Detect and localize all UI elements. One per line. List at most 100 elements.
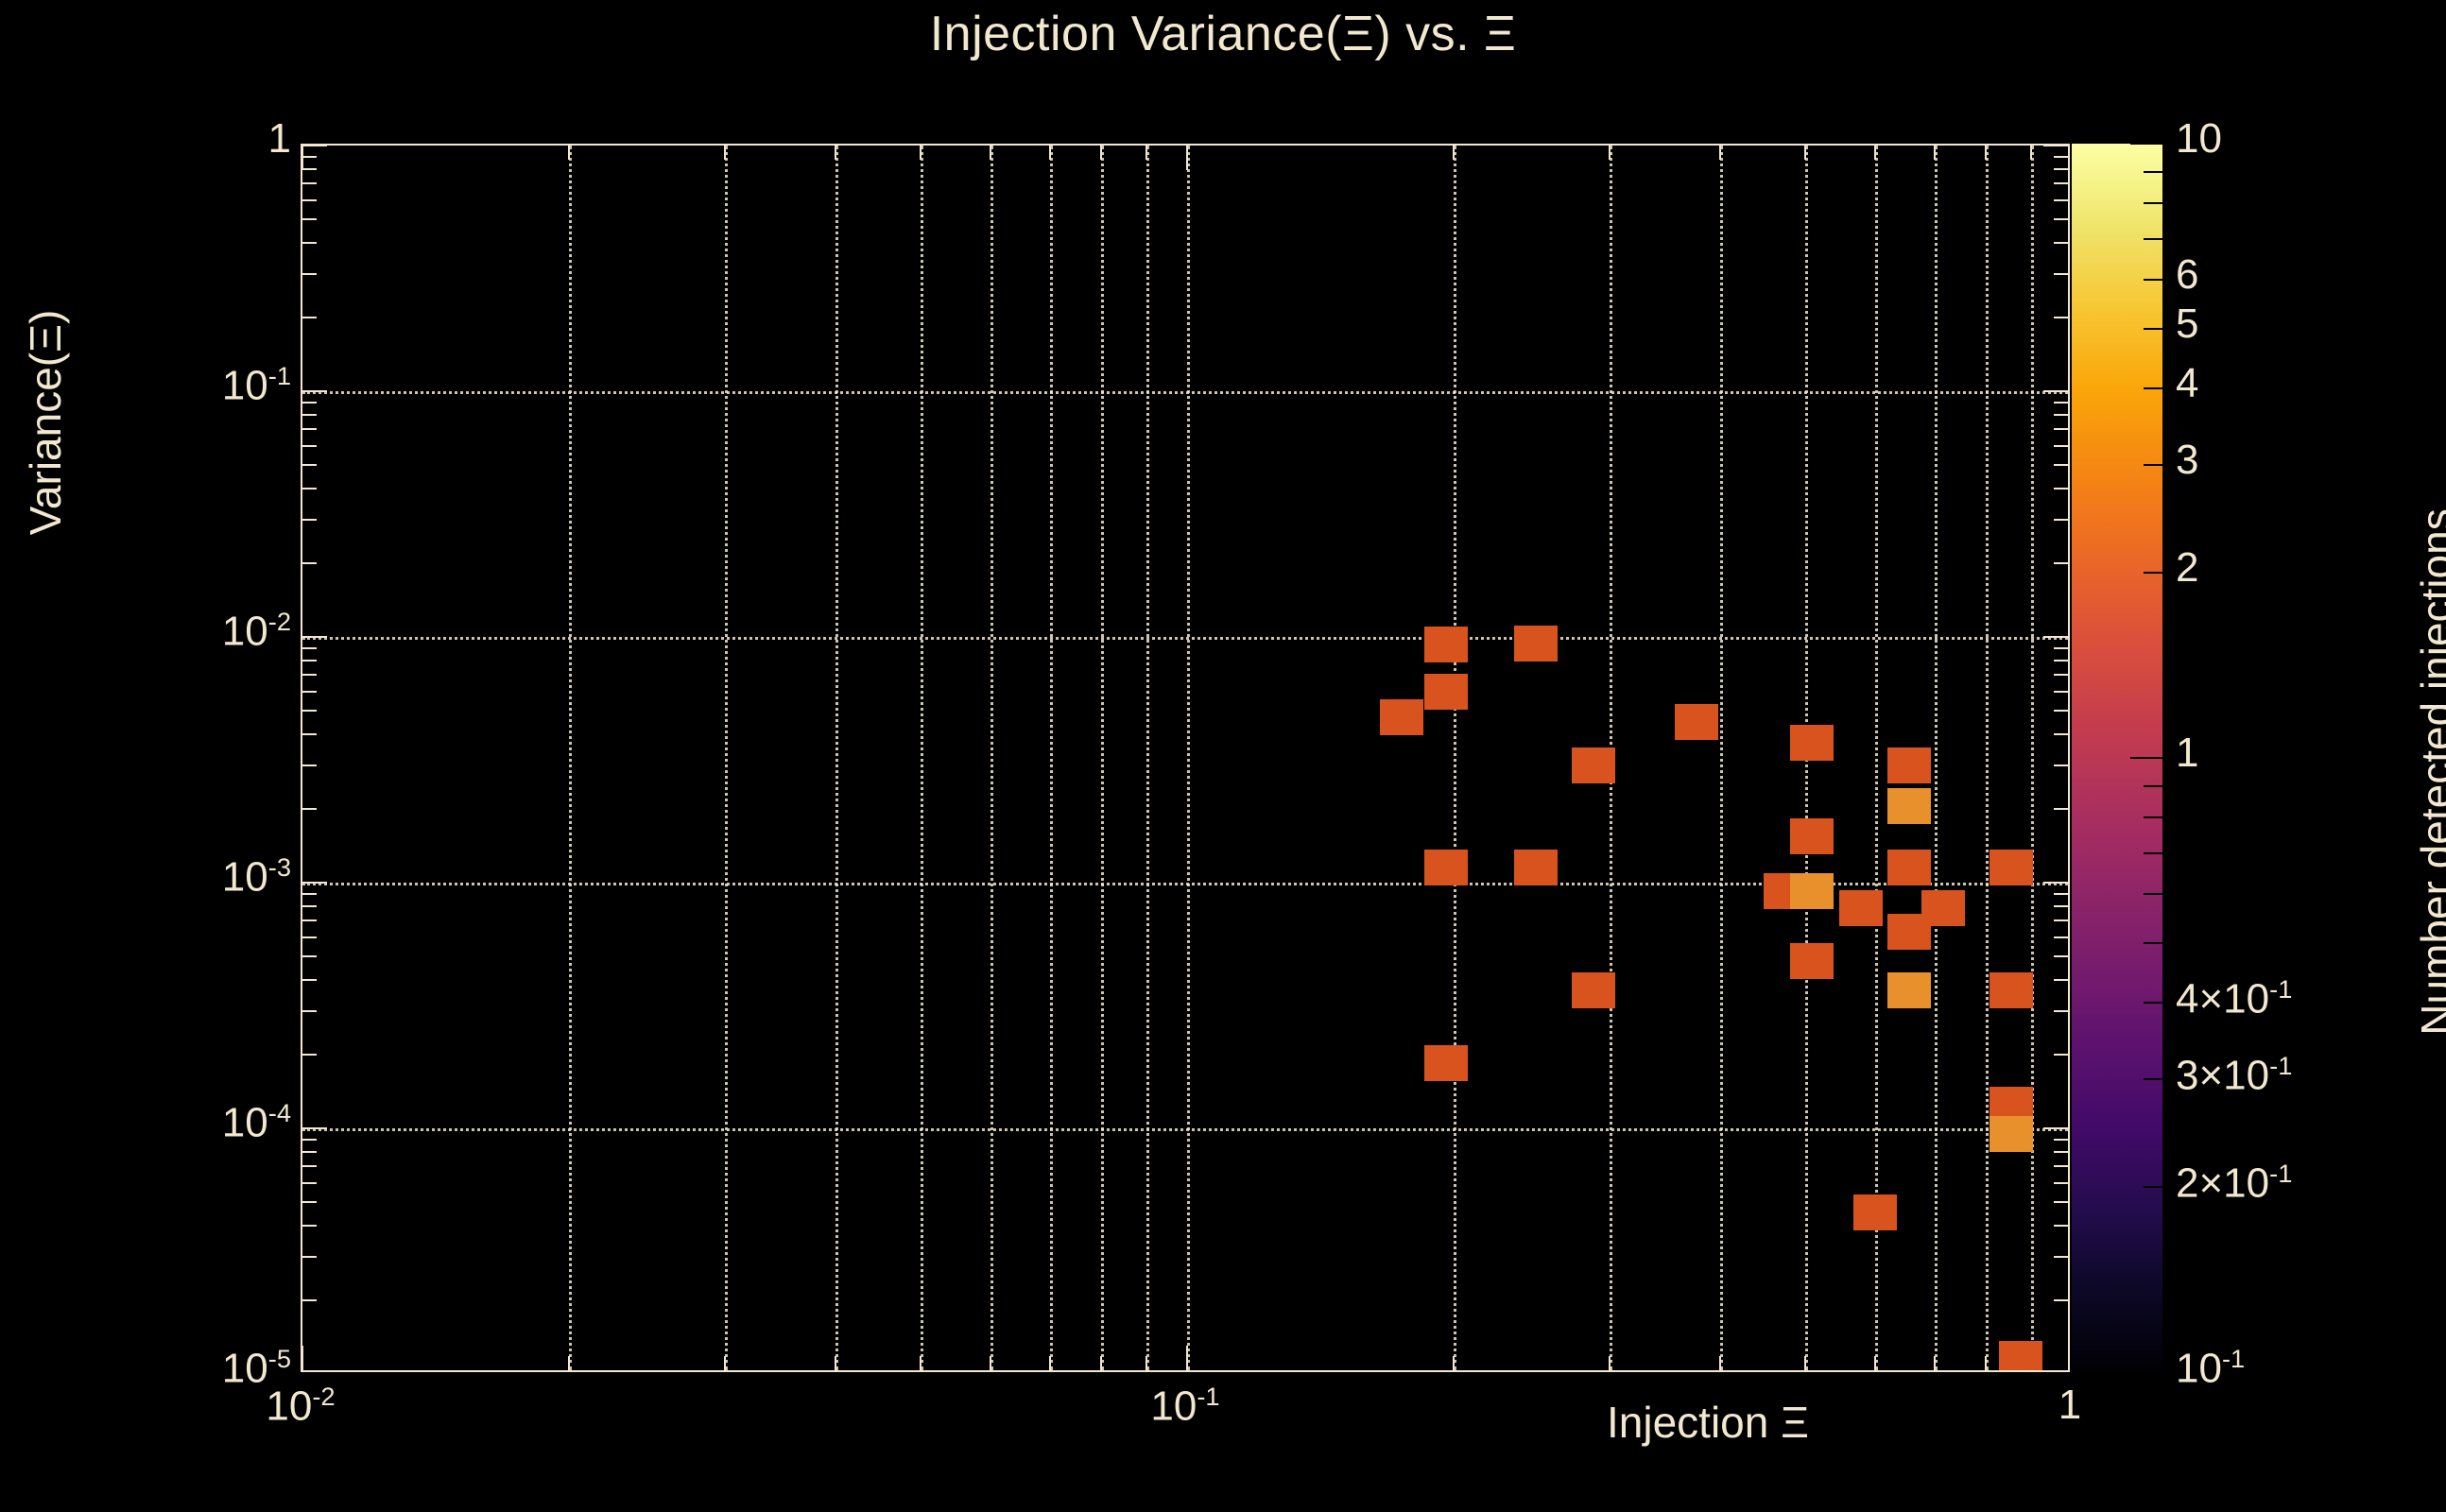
grid-line-vertical [1101, 146, 1105, 1370]
axis-tick [2054, 1225, 2068, 1228]
plot-frame [301, 144, 2070, 1372]
colorbar-tick [2144, 327, 2162, 330]
axis-tick [2054, 444, 2068, 447]
colorbar-tick [2144, 237, 2162, 240]
heatmap-cell [1423, 1044, 1468, 1081]
axis-tick [302, 892, 317, 895]
heatmap-cell [1921, 889, 1966, 926]
axis-tick [302, 1346, 303, 1370]
heatmap-cell [1990, 1116, 2034, 1153]
x-axis-title: Injection Ξ [1607, 1398, 1810, 1447]
axis-tick [302, 414, 317, 417]
axis-tick [302, 919, 317, 922]
axis-tick [2054, 272, 2068, 275]
grid-line-vertical [1935, 146, 1938, 1370]
axis-tick [990, 146, 992, 160]
axis-tick [302, 518, 317, 521]
heatmap-cell [1887, 850, 1931, 886]
heatmap-cell [1853, 1194, 1898, 1230]
axis-tick [302, 1138, 317, 1141]
colorbar-tick [2144, 201, 2162, 204]
colorbar-tick-label: 3 [2176, 436, 2199, 483]
axis-tick [2043, 145, 2068, 146]
axis-tick [302, 1255, 317, 1258]
axis-tick [567, 1356, 570, 1370]
axis-tick [2054, 1009, 2068, 1012]
heatmap-cell [1789, 942, 1834, 979]
heatmap-cell [1887, 787, 1931, 824]
axis-tick [2054, 242, 2068, 245]
colorbar-tick-label: 4×10-1 [2176, 973, 2293, 1022]
heatmap-cell [1423, 850, 1468, 886]
axis-tick [2054, 488, 2068, 490]
colorbar-tick [2144, 279, 2162, 282]
axis-tick [2054, 1165, 2068, 1168]
axis-tick [302, 710, 317, 713]
axis-tick [2043, 636, 2068, 638]
axis-tick [302, 936, 317, 938]
axis-tick [302, 690, 317, 693]
axis-tick [302, 882, 327, 884]
colorbar-tick-label: 1 [2176, 730, 2199, 776]
axis-tick [1100, 1356, 1103, 1370]
y-axis-tick-label: 10-3 [221, 852, 291, 901]
axis-tick [2054, 198, 2068, 201]
colorbar-tick [2144, 387, 2162, 389]
heatmap-cell [1839, 889, 1884, 926]
axis-tick [2054, 182, 2068, 185]
axis-tick [2054, 807, 2068, 810]
axis-tick [1718, 1356, 1721, 1370]
axis-tick [302, 636, 327, 638]
axis-tick [1452, 146, 1455, 160]
axis-tick [1100, 146, 1103, 160]
heatmap-cell [1887, 971, 1931, 1008]
axis-tick [2054, 710, 2068, 713]
axis-tick [302, 674, 317, 677]
heatmap-cell [1990, 971, 2034, 1008]
heatmap-cell [1514, 625, 1559, 662]
axis-tick [1985, 146, 1988, 160]
axis-tick [2054, 518, 2068, 521]
colorbar-tick [2130, 1371, 2162, 1373]
colorbar-tick [2144, 941, 2162, 944]
axis-tick [2054, 1201, 2068, 1204]
axis-tick [1608, 146, 1611, 160]
axis-tick [2043, 882, 2068, 884]
axis-tick [302, 733, 317, 736]
colorbar-tick-label: 3×10-1 [2176, 1050, 2293, 1099]
axis-tick [302, 390, 327, 392]
axis-tick [2043, 390, 2068, 392]
grid-line-vertical [1050, 146, 1053, 1370]
axis-tick [302, 979, 317, 982]
axis-tick [302, 182, 317, 185]
colorbar-tick [2130, 143, 2162, 145]
grid-line-vertical [1719, 146, 1723, 1370]
axis-tick [2054, 428, 2068, 431]
axis-tick [302, 272, 317, 275]
grid-line-vertical [1875, 146, 1879, 1370]
grid-line-vertical [990, 146, 994, 1370]
axis-tick [1186, 1346, 1188, 1370]
colorbar-tick [2144, 463, 2162, 466]
colorbar-tick [2144, 893, 2162, 896]
chart-title: Injection Variance(Ξ) vs. Ξ [929, 7, 1517, 61]
heatmap-cell [1789, 817, 1834, 854]
axis-tick [2054, 660, 2068, 662]
axis-tick [1985, 1356, 1988, 1370]
axis-tick [2054, 1181, 2068, 1184]
colorbar-tick [2130, 757, 2162, 759]
colorbar-tick [2144, 784, 2162, 787]
axis-tick [2054, 1255, 2068, 1258]
axis-tick [2054, 892, 2068, 895]
axis-tick [302, 428, 317, 431]
y-axis-tick-label: 1 [267, 115, 291, 162]
axis-tick [1452, 1356, 1455, 1370]
heatmap-cell [1990, 850, 2034, 886]
axis-tick [1874, 146, 1877, 160]
grid-line-vertical [835, 146, 838, 1370]
axis-tick [2030, 146, 2033, 160]
axis-tick [2054, 936, 2068, 938]
heatmap-cell [1887, 747, 1931, 783]
axis-tick [2054, 155, 2068, 158]
axis-tick [1804, 146, 1807, 160]
